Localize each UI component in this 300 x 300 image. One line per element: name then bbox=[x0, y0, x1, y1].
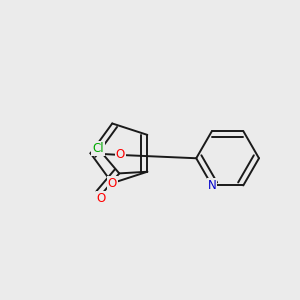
Text: O: O bbox=[97, 192, 106, 205]
Text: N: N bbox=[208, 179, 216, 192]
Text: Cl: Cl bbox=[92, 142, 103, 155]
Text: O: O bbox=[116, 148, 125, 161]
Text: O: O bbox=[108, 177, 117, 190]
